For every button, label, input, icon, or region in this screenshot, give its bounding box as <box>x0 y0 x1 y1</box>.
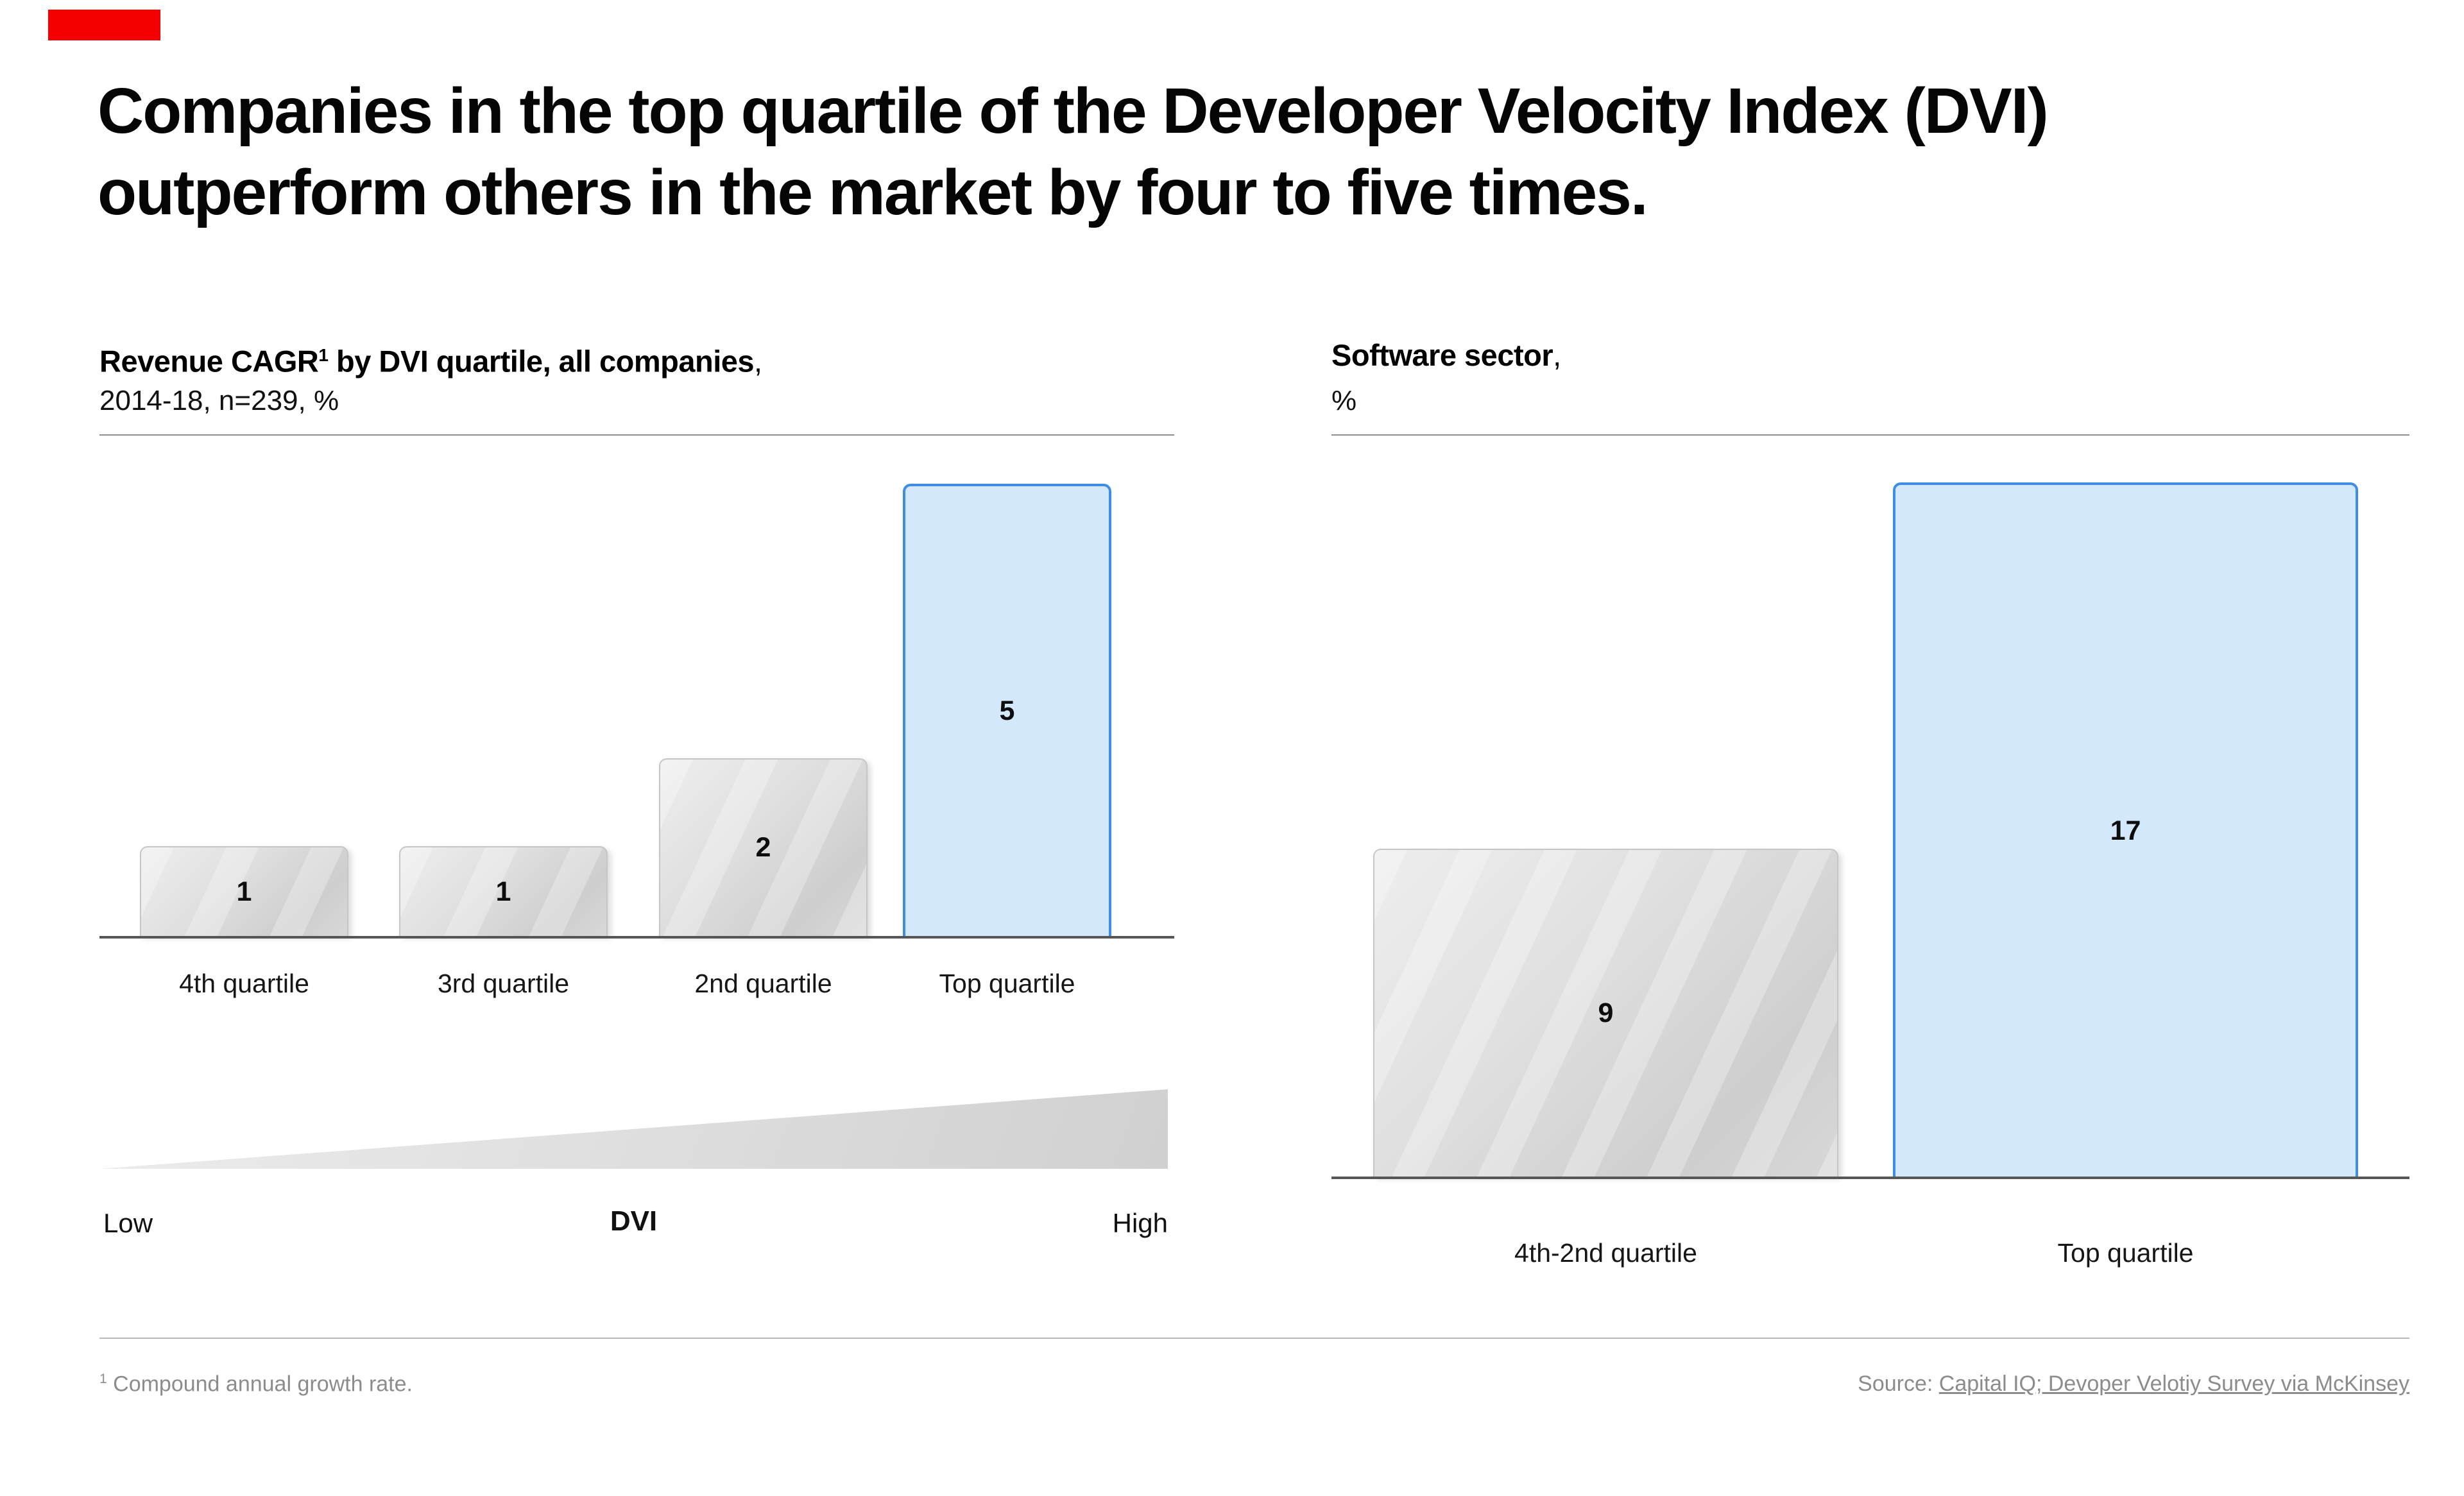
dvi-axis-high-label: High <box>1112 1208 1168 1238</box>
footer-rule <box>99 1338 2409 1339</box>
bar-value-label: 2 <box>755 832 771 863</box>
bar-4th-quartile: 1 <box>140 846 348 936</box>
bar-2nd-quartile: 2 <box>659 758 868 936</box>
x-axis-line <box>1331 1177 2409 1179</box>
bar-value-label: 1 <box>236 876 252 907</box>
x-label-top-quartile: Top quartile <box>2057 1238 2194 1268</box>
footnote: 1 Compound annual growth rate. <box>99 1372 413 1397</box>
left-chart-heading-text-rest: by DVI quartile, all companies <box>328 344 755 378</box>
dvi-gradient-triangle <box>99 1089 1168 1169</box>
page-title-line-2: outperform others in the market by four … <box>98 157 1648 228</box>
dvi-axis-low-label: Low <box>103 1208 153 1238</box>
page-title: Companies in the top quartile of the Dev… <box>98 71 2420 234</box>
bar-top-quartile-highlighted: 17 <box>1893 482 2358 1177</box>
brand-accent-bar <box>48 10 160 40</box>
right-chart-subheading: % <box>1331 385 1357 416</box>
x-label-4th-quartile: 4th quartile <box>179 969 309 998</box>
left-chart-heading: Revenue CAGR1 by DVI quartile, all compa… <box>99 337 762 380</box>
bar-value-label: 1 <box>495 876 511 907</box>
x-label-2nd-quartile: 2nd quartile <box>694 969 832 998</box>
left-chart-subheading: 2014-18, n=239, % <box>99 385 339 416</box>
x-axis-line <box>99 936 1174 939</box>
bar-3rd-quartile: 1 <box>399 846 608 936</box>
right-chart-section: Software sector, % 9 17 4th-2nd quartile… <box>1331 337 2409 1299</box>
left-chart-heading-text: Revenue CAGR <box>99 344 319 378</box>
bar-value-label: 9 <box>1598 998 1614 1028</box>
bar-value-label: 17 <box>2110 815 2141 846</box>
left-chart-heading-comma: , <box>754 344 762 378</box>
dvi-axis-row: Low DVI High <box>99 1205 1168 1246</box>
footnote-marker: 1 <box>99 1372 107 1386</box>
right-chart-heading: Software sector, <box>1331 337 1561 373</box>
footnote-text: Compound annual growth rate. <box>107 1372 413 1397</box>
source-link[interactable]: Capital IQ; Devoper Velotiy Survey via M… <box>1938 1372 2409 1396</box>
bar-4th-2nd-quartile: 9 <box>1373 849 1838 1177</box>
x-label-3rd-quartile: 3rd quartile <box>437 969 570 998</box>
source-prefix: Source: <box>1858 1372 1939 1396</box>
right-chart-heading-text: Software sector <box>1331 338 1553 372</box>
left-chart-heading-footnote-marker: 1 <box>318 345 329 365</box>
bar-top-quartile-highlighted: 5 <box>903 484 1111 936</box>
x-label-top-quartile: Top quartile <box>939 969 1075 998</box>
page-title-line-1: Companies in the top quartile of the Dev… <box>98 75 2049 147</box>
source-line: Source: Capital IQ; Devoper Velotiy Surv… <box>1331 1372 2409 1397</box>
bar-value-label: 5 <box>999 695 1015 726</box>
dvi-axis-title: DVI <box>610 1205 658 1237</box>
right-chart-heading-rule <box>1331 434 2409 436</box>
right-chart-heading-comma: , <box>1553 338 1561 372</box>
x-label-4th-2nd-quartile: 4th-2nd quartile <box>1514 1238 1697 1268</box>
left-chart-section: Revenue CAGR1 by DVI quartile, all compa… <box>99 337 1174 1299</box>
left-chart-heading-rule <box>99 434 1174 436</box>
